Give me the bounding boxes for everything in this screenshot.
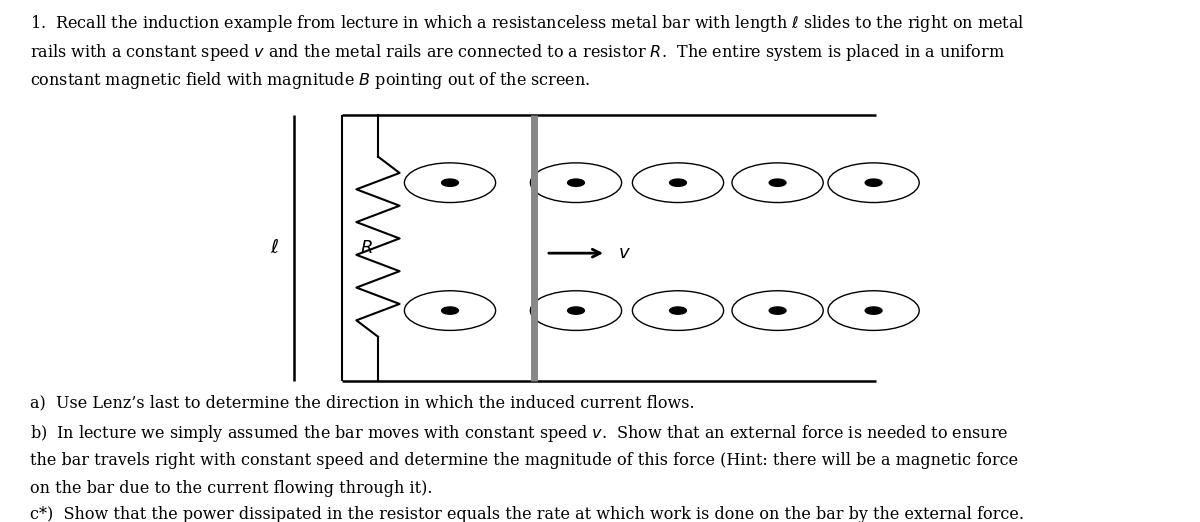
Circle shape — [670, 179, 686, 186]
Text: the bar travels right with constant speed and determine the magnitude of this fo: the bar travels right with constant spee… — [30, 452, 1018, 469]
Text: a)  Use Lenz’s last to determine the direction in which the induced current flow: a) Use Lenz’s last to determine the dire… — [30, 394, 695, 411]
Circle shape — [769, 307, 786, 314]
Text: on the bar due to the current flowing through it).: on the bar due to the current flowing th… — [30, 480, 432, 497]
Text: $\ell$: $\ell$ — [270, 239, 280, 257]
Text: c*)  Show that the power dissipated in the resistor equals the rate at which wor: c*) Show that the power dissipated in th… — [30, 506, 1024, 522]
Text: constant magnetic field with magnitude $B$ pointing out of the screen.: constant magnetic field with magnitude $… — [30, 70, 590, 91]
Text: b)  In lecture we simply assumed the bar moves with constant speed $v$.  Show th: b) In lecture we simply assumed the bar … — [30, 423, 1008, 444]
Circle shape — [865, 179, 882, 186]
Text: $R$: $R$ — [360, 239, 373, 257]
Text: $v$: $v$ — [618, 244, 631, 262]
Text: rails with a constant speed $v$ and the metal rails are connected to a resistor : rails with a constant speed $v$ and the … — [30, 42, 1004, 63]
Circle shape — [769, 179, 786, 186]
Circle shape — [442, 179, 458, 186]
Circle shape — [670, 307, 686, 314]
Text: 1.  Recall the induction example from lecture in which a resistanceless metal ba: 1. Recall the induction example from lec… — [30, 13, 1025, 34]
Circle shape — [442, 307, 458, 314]
Circle shape — [568, 307, 584, 314]
Circle shape — [865, 307, 882, 314]
Circle shape — [568, 179, 584, 186]
